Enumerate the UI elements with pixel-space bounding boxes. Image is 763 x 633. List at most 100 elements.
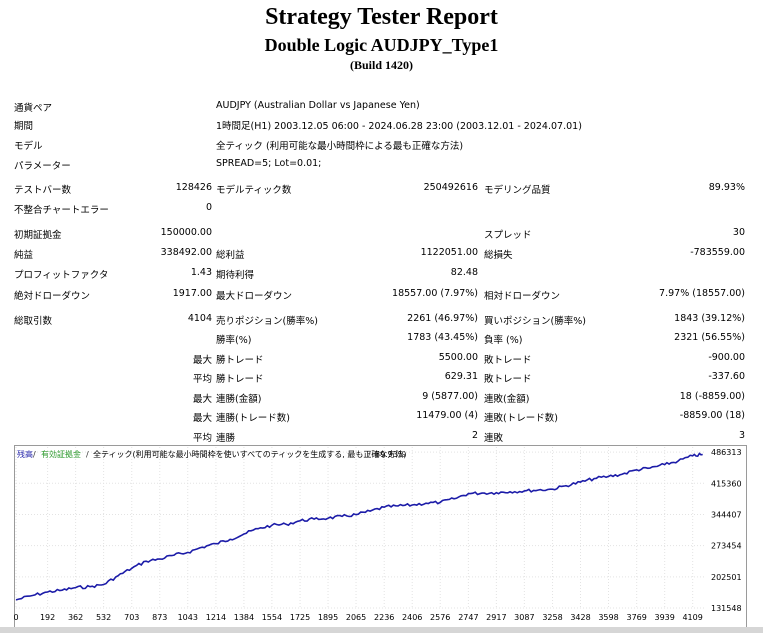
avg-loss-label: 敗トレード: [484, 374, 532, 385]
largest-label: 最大: [192, 355, 212, 366]
x-tick-label: 2406: [402, 613, 422, 622]
gross-loss-label: 総損失: [484, 250, 513, 261]
avg-consec-win-label: 連勝: [216, 433, 236, 444]
x-tick-label: 2576: [430, 613, 450, 622]
stats-row-net: 純益 338492.00 総利益 1122051.00 総損失 -783559.…: [0, 243, 763, 263]
x-tick-label: 1725: [290, 613, 310, 622]
max-dd-label: 最大ドローダウン: [216, 291, 293, 302]
largest-win-value: 5500.00: [438, 352, 478, 363]
x-tick-label: 362: [68, 613, 83, 622]
bars-label: テストバー数: [14, 185, 72, 196]
deposit-label: 初期証拠金: [14, 230, 62, 241]
consec-losses-amt-value: 18 (-8859.00): [679, 391, 745, 402]
x-tick-label: 3087: [514, 613, 534, 622]
x-tick-label: 3939: [654, 613, 674, 622]
net-value: 338492.00: [160, 247, 212, 258]
x-tick-label: 3258: [542, 613, 562, 622]
balance-line: [15, 452, 703, 601]
gross-loss-value: -783559.00: [690, 247, 745, 258]
chart-frame: [14, 445, 747, 628]
gross-profit-label: 総利益: [216, 250, 245, 261]
params-label: パラメーター: [14, 161, 71, 172]
stats-row-dd: 絶対ドローダウン 1917.00 最大ドローダウン 18557.00 (7.97…: [0, 284, 763, 304]
info-row-params: パラメーター SPREAD=5; Lot=0.01;: [0, 154, 763, 174]
legend-model: 全ティック(利用可能な最小時間枠を使いすべてのティックを生成する, 最も正確な方…: [93, 449, 406, 459]
consec-count-max-label: 最大: [192, 413, 212, 424]
win-pct-value: 1783 (43.45%): [407, 332, 478, 343]
report-subtitle: Double Logic AUDJPY_Type1: [264, 35, 499, 55]
largest-loss-value: -900.00: [708, 352, 745, 363]
stats-row-average: 平均 勝トレード 629.31 敗トレード -337.60: [0, 367, 763, 387]
symbol-value: AUDJPY (Australian Dollar vs Japanese Ye…: [216, 100, 420, 111]
spread-value: 30: [732, 227, 745, 238]
avg-consec-label: 平均: [192, 433, 212, 444]
y-tick-label: 415360: [711, 479, 742, 488]
period-value: 1時間足(H1) 2003.12.05 06:00 - 2024.06.28 2…: [216, 121, 582, 132]
stats-row-trades: 総取引数 4104 売りポジション(勝率%) 2261 (46.97%) 買いポ…: [0, 309, 763, 329]
x-tick-label: 3428: [570, 613, 590, 622]
info-row-symbol: 通貨ペア AUDJPY (Australian Dollar vs Japane…: [0, 96, 763, 116]
short-label: 売りポジション(勝率%): [216, 316, 318, 327]
deposit-value: 150000.00: [160, 227, 212, 238]
stats-row-largest: 最大 勝トレード 5500.00 敗トレード -900.00: [0, 348, 763, 368]
x-tick-label: 873: [152, 613, 167, 622]
stats-row-winpct: 勝率(%) 1783 (43.45%) 負率 (%) 2321 (56.55%): [0, 328, 763, 348]
x-tick-label: 1043: [178, 613, 198, 622]
legend-sep-3: /: [368, 450, 371, 459]
info-row-model: モデル 全ティック (利用可能な最小時間枠による最も正確な方法): [0, 134, 763, 154]
x-tick-label: 2236: [374, 613, 394, 622]
x-tick-label: 2917: [486, 613, 506, 622]
largest-win-label: 勝トレード: [216, 355, 264, 366]
avg-consec-win-value: 2: [471, 430, 478, 441]
x-tick-label: 3598: [598, 613, 618, 622]
consec-wins-amt-value: 9 (5877.00): [422, 391, 478, 402]
quality-label: モデリング品質: [484, 185, 551, 196]
avg-consec-loss-label: 連敗: [484, 433, 504, 444]
consec-wins-amt-label: 連勝(金額): [216, 394, 262, 405]
trades-value: 4104: [187, 313, 212, 324]
y-tick-label: 486313: [711, 448, 742, 457]
legend-quality: 89.93%: [375, 450, 406, 459]
x-tick-label: 0: [14, 613, 19, 622]
report-title: Strategy Tester Report: [265, 4, 498, 30]
y-tick-label: 273454: [711, 542, 742, 551]
win-pct-label: 勝率(%): [216, 335, 252, 346]
period-label: 期間: [14, 121, 34, 132]
legend-equity: 有効証拠金: [41, 449, 81, 459]
x-tick-label: 192: [40, 613, 55, 622]
rel-dd-label: 相対ドローダウン: [484, 291, 561, 302]
long-label: 買いポジション(勝率%): [484, 316, 586, 327]
y-tick-label: 131548: [711, 604, 742, 613]
horizontal-scrollbar[interactable]: [0, 627, 763, 633]
stats-row-pf: プロフィットファクタ 1.43 期待利得 82.48: [0, 263, 763, 283]
consec-profit-label: 連勝(トレード数): [216, 413, 290, 424]
avg-consec-loss-value: 3: [738, 430, 745, 441]
x-tick-label: 532: [96, 613, 111, 622]
balance-chart: 0 192 362 532 703 873 1043 1214 1384 1554 1725 1895…: [14, 445, 747, 628]
mismatch-label: 不整合チャートエラー: [14, 205, 109, 216]
spread-label: スプレッド: [484, 230, 532, 241]
x-tick-label: 1214: [206, 613, 226, 622]
symbol-label: 通貨ペア: [14, 103, 53, 114]
trades-label: 総取引数: [14, 316, 53, 327]
model-value: 全ティック (利用可能な最小時間枠による最も正確な方法): [216, 141, 464, 152]
consec-profit-value: 11479.00 (4): [416, 410, 478, 421]
x-tick-label: 703: [124, 613, 139, 622]
avg-win-value: 629.31: [444, 371, 478, 382]
avg-win-label: 勝トレード: [216, 374, 264, 385]
x-axis-labels: 0 192 362 532 703 873 1043 1214 1384 1554 1725 1895…: [14, 613, 703, 622]
expected-label: 期待利得: [216, 270, 255, 281]
ticks-value: 250492616: [423, 182, 478, 193]
x-tick-label: 1554: [262, 613, 282, 622]
long-value: 1843 (39.12%): [674, 313, 745, 324]
model-label: モデル: [14, 141, 43, 152]
params-value: SPREAD=5; Lot=0.01;: [216, 158, 322, 169]
stats-row-consec-amt: 最大 連勝(金額) 9 (5877.00) 連敗(金額) 18 (-8859.0…: [0, 387, 763, 407]
pf-label: プロフィットファクタ: [14, 270, 109, 281]
stats-row-mismatch: 不整合チャートエラー 0: [0, 198, 763, 218]
ticks-label: モデルティック数: [216, 185, 292, 196]
short-value: 2261 (46.97%): [407, 313, 478, 324]
largest-loss-label: 敗トレード: [484, 355, 532, 366]
expected-value: 82.48: [450, 267, 478, 278]
report-build: (Build 1420): [349, 58, 413, 72]
